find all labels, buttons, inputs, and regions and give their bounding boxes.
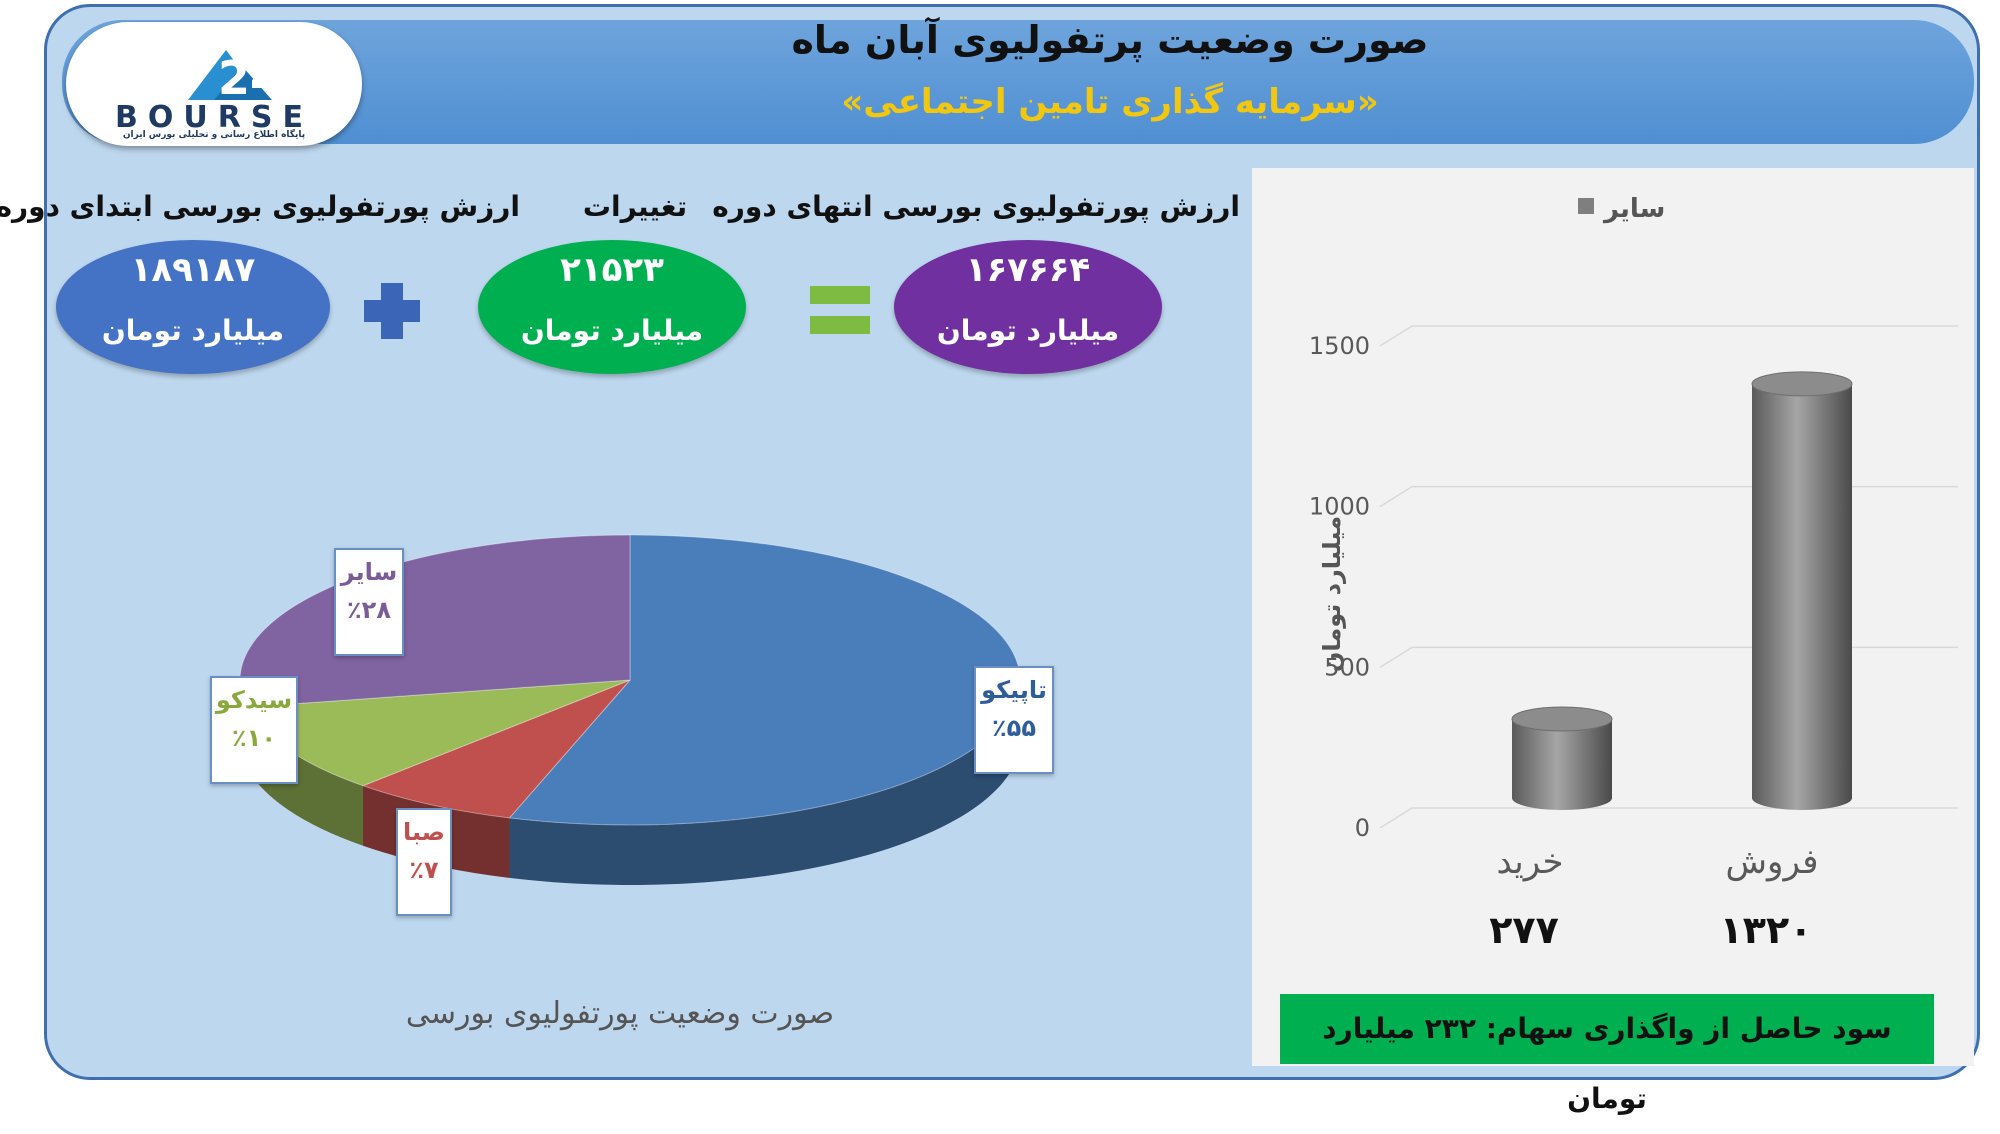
- gridline: [1379, 646, 1958, 668]
- end-value-label: ارزش پورتفولیوی بورسی انتهای دوره: [712, 190, 1240, 223]
- pie-label-percent: ٪۷: [409, 856, 439, 884]
- pie-label-سایر: سایر ٪۲۸: [334, 548, 404, 656]
- value-buy: ۲۷۷: [1489, 908, 1559, 952]
- pie-label-percent: ٪۱۰: [232, 724, 276, 752]
- end-value-ellipse: ۱۶۷۶۶۴ میلیارد تومان: [894, 240, 1162, 374]
- pie-label-سیدکو: سیدکو ٪۱۰: [210, 676, 298, 784]
- bar-chart-panel: [1252, 168, 1974, 1066]
- profit-banner: سود حاصل از واگذاری سهام: ۲۳۲ میلیارد تو…: [1280, 994, 1934, 1115]
- pie-label-name: تاپیکو: [981, 676, 1047, 704]
- y-tick-label: 0: [1355, 814, 1370, 842]
- pie-label-تاپیکو: تاپیکو ٪۵۵: [974, 666, 1054, 774]
- page-subtitle: «سرمایه گذاری تامین اجتماعی»: [841, 82, 1379, 122]
- y-tick-label: 1000: [1309, 493, 1370, 521]
- change-value-unit: میلیارد تومان: [520, 314, 704, 347]
- start-value: ۱۸۹۱۸۷: [130, 250, 256, 290]
- pie-label-percent: ٪۲۸: [347, 596, 391, 624]
- start-value-label: ارزش پورتفولیوی بورسی ابتدای دوره: [0, 190, 520, 223]
- logo-mark-icon: 24: [188, 50, 282, 105]
- change-label: تغییرات: [582, 190, 688, 223]
- bar-فروش: [1752, 383, 1852, 810]
- pie-slice-صبا: [361, 679, 631, 819]
- logo-text: BOURSE: [115, 100, 313, 135]
- pie-slice-سایر: [239, 534, 631, 708]
- end-value: ۱۶۷۶۶۴: [965, 250, 1091, 290]
- category-buy: خرید: [1496, 842, 1564, 882]
- header-banner: [62, 20, 1974, 144]
- bar-top-خرید: [1511, 706, 1613, 732]
- logo-subtext: پایگاه اطلاع رسانی و تحلیلی بورس ایران: [122, 130, 306, 140]
- svg-text:24: 24: [218, 51, 282, 105]
- start-value-ellipse: ۱۸۹۱۸۷ میلیارد تومان: [56, 240, 330, 374]
- pie-label-name: سیدکو: [215, 686, 293, 714]
- gridline: [1379, 807, 1958, 829]
- page-title: صورت وضعیت پرتفولیوی آبان ماه: [791, 18, 1429, 62]
- equals-icon-bar: [810, 316, 870, 334]
- gridline: [1379, 325, 1958, 347]
- pie-label-name: سایر: [340, 558, 398, 586]
- value-sell: ۱۳۲۰: [1719, 908, 1813, 952]
- bar-chart: 0 500 1000 1500: [1309, 325, 1958, 842]
- gridline: [1379, 485, 1958, 508]
- pie-label-name: صبا: [403, 818, 445, 846]
- pie-caption: صورت وضعیت پورتفولیوی بورسی: [405, 996, 835, 1031]
- logo: 24 BOURSE پایگاه اطلاع رسانی و تحلیلی بو…: [66, 22, 362, 146]
- pie-chart: [239, 534, 1021, 885]
- legend-swatch: [1578, 198, 1594, 214]
- pie-label-percent: ٪۵۵: [992, 714, 1036, 742]
- change-value: ۲۱۵۲۳: [560, 250, 664, 290]
- category-sell: فروش: [1725, 842, 1819, 882]
- pie-label-صبا: صبا ٪۷: [396, 808, 452, 916]
- bar-top-فروش: [1751, 371, 1853, 397]
- legend-label: سایر: [1604, 194, 1666, 224]
- y-tick-label: 1500: [1309, 332, 1370, 360]
- y-tick-label: 500: [1324, 653, 1370, 681]
- end-value-unit: میلیارد تومان: [936, 314, 1120, 347]
- bar-خرید: [1512, 718, 1612, 810]
- plus-icon-bar: [364, 300, 420, 322]
- change-ellipse: ۲۱۵۲۳ میلیارد تومان: [478, 240, 746, 374]
- start-value-unit: میلیارد تومان: [101, 314, 285, 347]
- pie-side-تاپیکو: [509, 680, 1020, 885]
- equals-icon: [810, 286, 870, 304]
